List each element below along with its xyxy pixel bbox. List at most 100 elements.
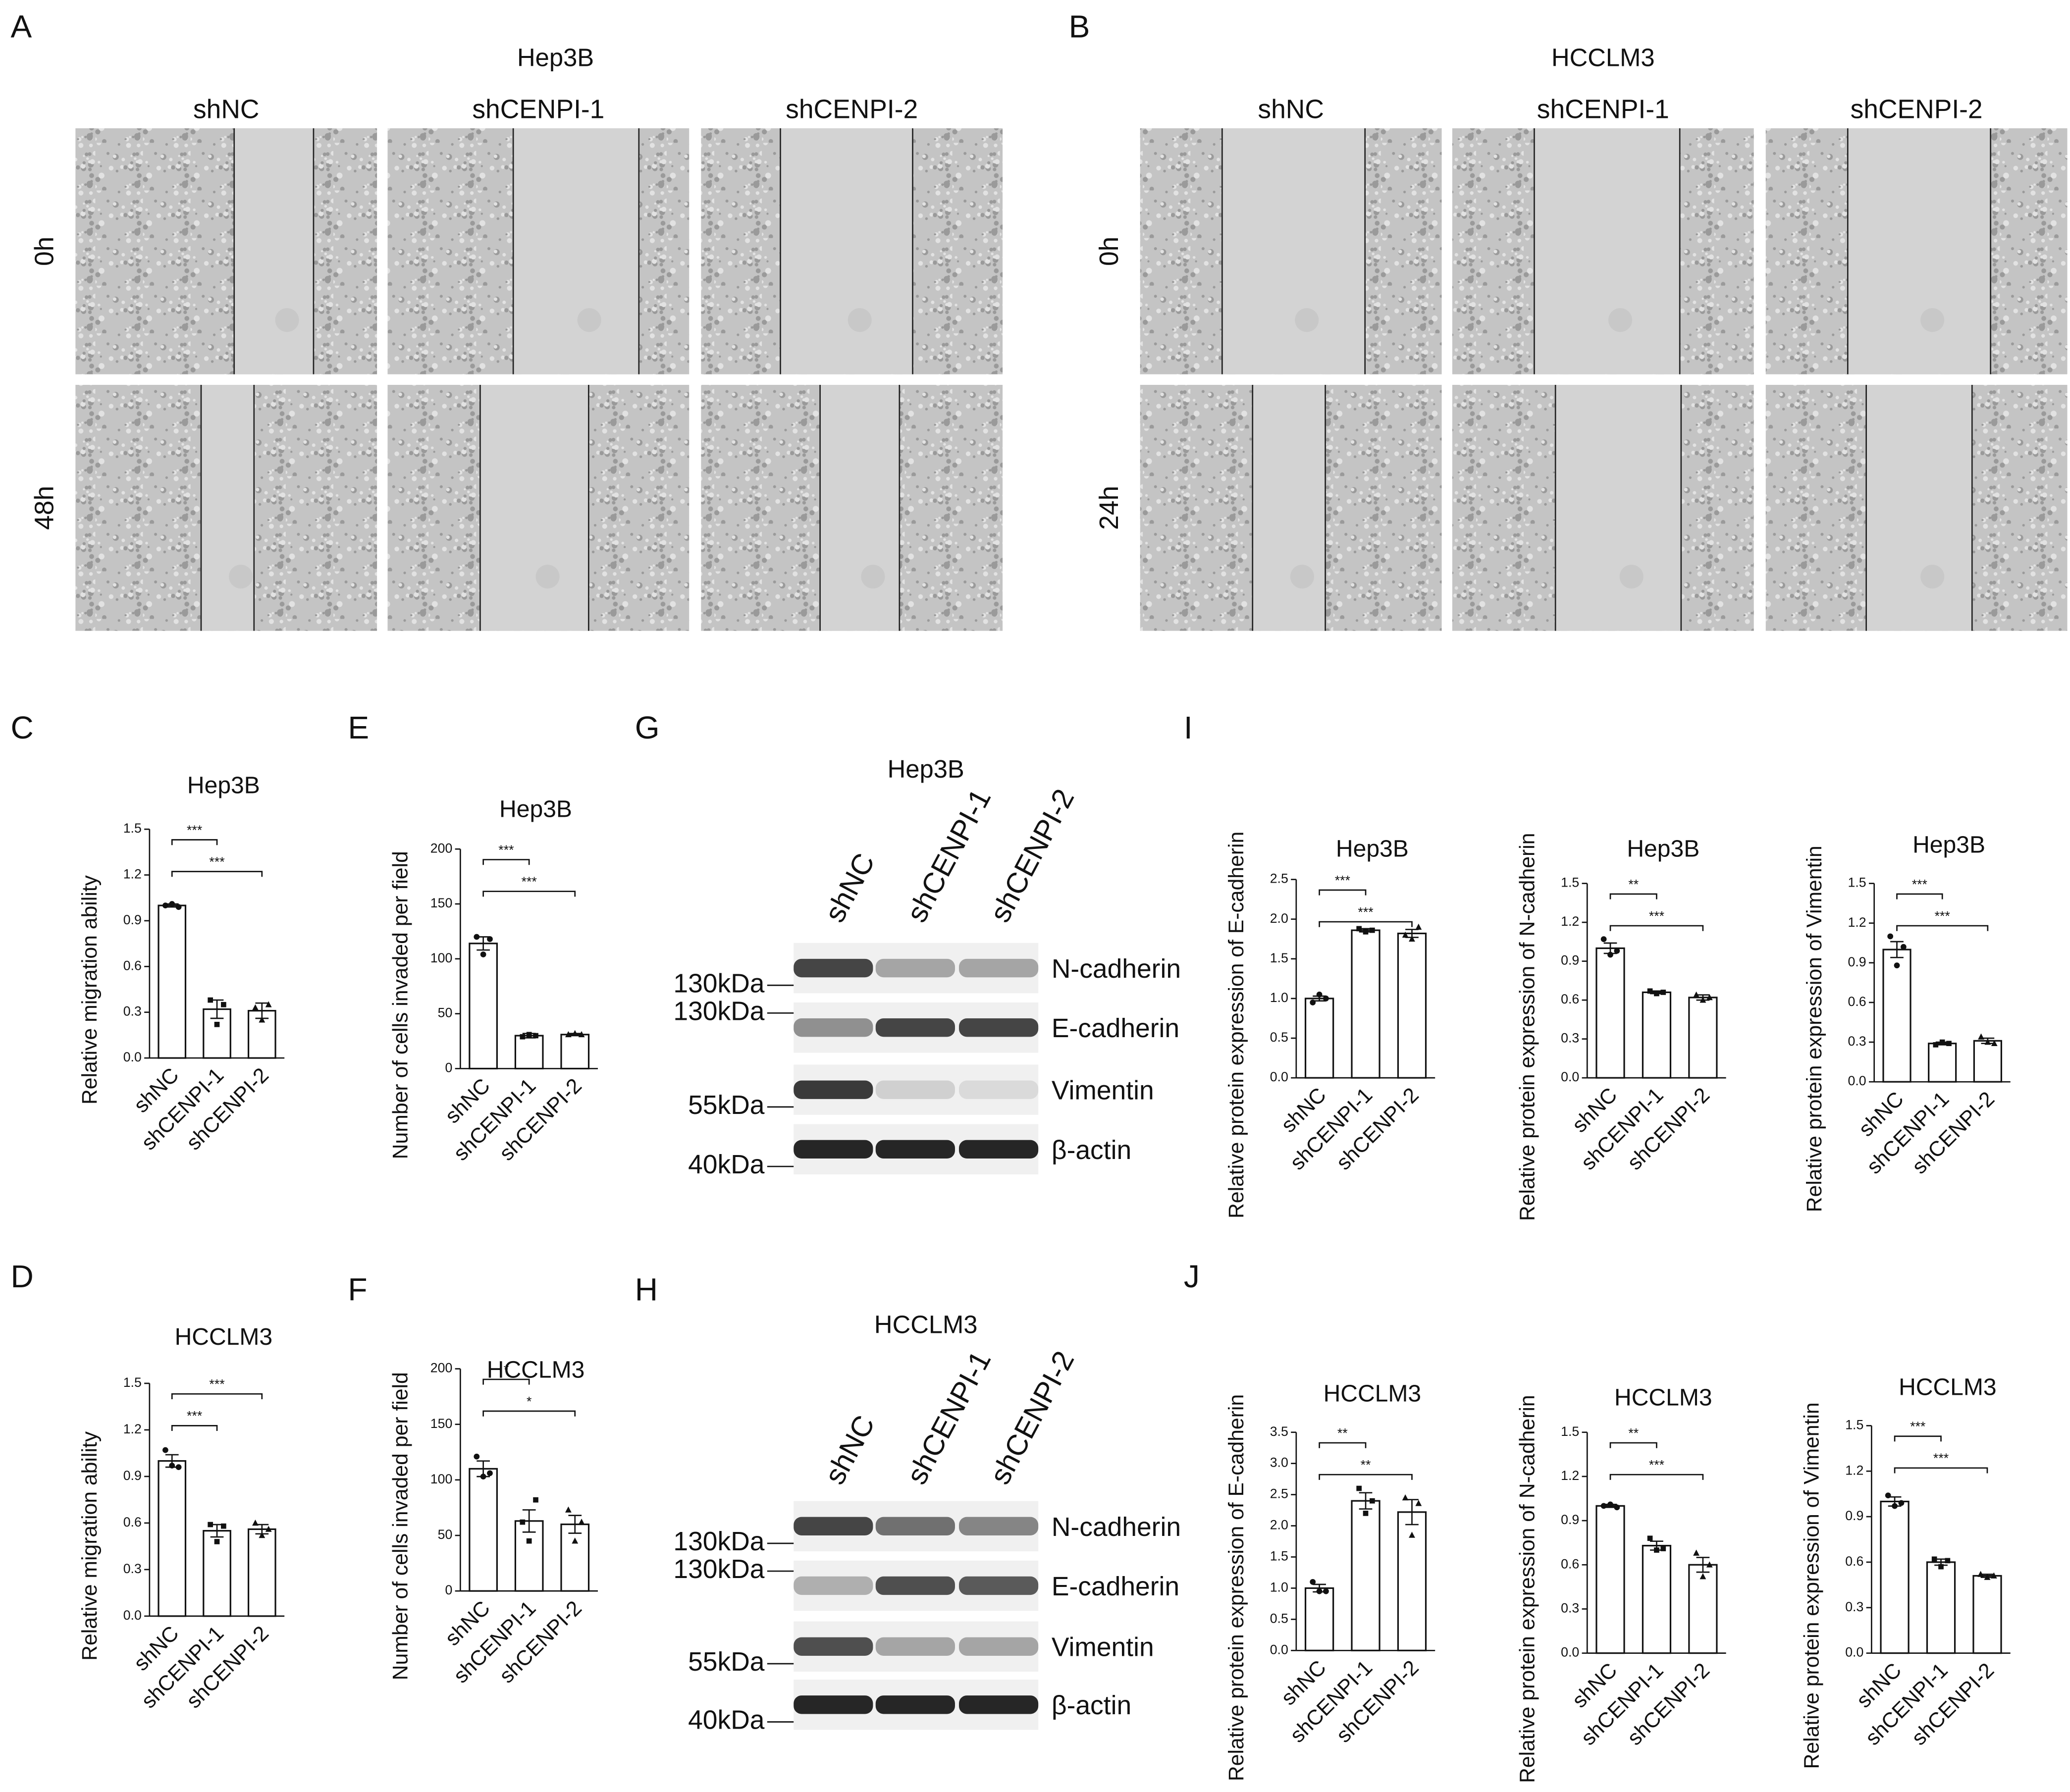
- y-axis-label: Relative migration ability: [78, 1431, 102, 1661]
- data-point: [1887, 933, 1894, 940]
- data-point: [1978, 1033, 1984, 1040]
- y-tick-label: 1.2: [1845, 1463, 1863, 1477]
- error-bar: [1696, 1557, 1710, 1573]
- data-point: [221, 1001, 226, 1007]
- data-point: [1409, 1531, 1415, 1538]
- data-point: [1939, 1039, 1945, 1045]
- chart-title: Hep3B: [1912, 832, 1985, 858]
- data-point: [533, 1497, 538, 1503]
- y-tick-label: 1.5: [1561, 1424, 1579, 1439]
- significance-bracket: [1319, 1442, 1367, 1448]
- significance-bracket: [1894, 1435, 1942, 1442]
- data-point: [474, 934, 480, 940]
- y-tick-label: 1.2: [1848, 915, 1866, 930]
- y-tick-label: 3.0: [1270, 1455, 1288, 1470]
- artifact: [1295, 308, 1319, 332]
- marker-label: 40kDa: [688, 1706, 765, 1735]
- bar: [1397, 932, 1427, 1079]
- significance-bracket: [171, 1425, 218, 1431]
- y-tick-label: 0.6: [123, 958, 142, 973]
- data-point: [1699, 997, 1706, 1003]
- y-tick-label: 0.9: [123, 912, 142, 927]
- significance-bracket: [482, 1378, 530, 1385]
- data-point: [1946, 1041, 1952, 1047]
- significance-bracket: [1319, 921, 1413, 927]
- y-tick-label: 1.2: [123, 1422, 142, 1436]
- blot-band: [794, 1080, 873, 1099]
- significance-bracket: [1609, 893, 1657, 899]
- bar: [1926, 1561, 1956, 1654]
- y-tick-label: 2.5: [1270, 1486, 1288, 1501]
- y-tick-label: 0.3: [1845, 1599, 1863, 1614]
- data-point: [1706, 994, 1713, 1001]
- y-tick-label: 1.2: [1561, 914, 1579, 929]
- y-tick-label: 0.0: [1561, 1645, 1579, 1660]
- significance-label: ***: [187, 823, 202, 838]
- bar: [469, 1468, 498, 1592]
- data-point: [1409, 935, 1415, 942]
- data-point: [169, 901, 175, 907]
- blot-band: [875, 1576, 955, 1595]
- y-axis-label: Relative protein expression of E-cadheri…: [1224, 1394, 1248, 1781]
- bar: [1304, 998, 1334, 1079]
- significance-label: ***: [1933, 1451, 1949, 1466]
- protein-label: β-actin: [1052, 1691, 1131, 1720]
- data-point: [214, 1539, 220, 1544]
- y-tick-label: 0.5: [1270, 1611, 1288, 1626]
- artifact: [275, 308, 299, 332]
- y-tick-label: 0.3: [123, 1561, 142, 1576]
- data-point: [572, 1030, 579, 1036]
- data-point: [175, 904, 182, 910]
- marker-label: 130kDa: [673, 1555, 764, 1584]
- bar: [469, 943, 498, 1070]
- y-tick-label: 0.0: [1845, 1645, 1863, 1660]
- column-label: shCENPI-2: [1851, 95, 1983, 124]
- data-point: [265, 1526, 272, 1532]
- significance-bracket: [482, 1410, 576, 1417]
- significance-bracket: [171, 871, 263, 877]
- y-tick-label: 150: [430, 1416, 453, 1431]
- significance-label: *: [527, 1394, 531, 1409]
- bar: [1928, 1043, 1957, 1083]
- data-point: [487, 1470, 493, 1476]
- significance-bracket: [1894, 1467, 1988, 1474]
- y-tick-label: 2.5: [1270, 871, 1288, 886]
- data-point: [565, 1031, 572, 1038]
- data-point: [565, 1506, 572, 1513]
- bar: [158, 904, 187, 1059]
- data-point: [520, 1519, 526, 1525]
- panel-label: I: [1184, 710, 1193, 745]
- data-point: [1885, 1492, 1891, 1499]
- significance-label: ***: [1649, 908, 1664, 923]
- y-tick-label: 150: [430, 896, 453, 910]
- significance-label: ***: [187, 1409, 202, 1423]
- data-point: [572, 1537, 579, 1544]
- y-tick-label: 0.9: [1561, 953, 1579, 968]
- blot-band: [794, 958, 873, 978]
- data-point: [1660, 1546, 1666, 1551]
- blot-band: [875, 1517, 955, 1535]
- chart-title: Hep3B: [499, 795, 572, 822]
- y-tick-label: 0.0: [1270, 1069, 1288, 1084]
- panel-label: D: [10, 1259, 33, 1294]
- blot-band: [875, 1080, 955, 1099]
- blot-band: [794, 1140, 873, 1159]
- y-tick-label: 0.9: [1845, 1508, 1863, 1523]
- significance-label: ***: [522, 874, 537, 889]
- y-tick-label: 0.6: [123, 1515, 142, 1529]
- bar: [1973, 1040, 2002, 1083]
- significance-label: ***: [1649, 1457, 1664, 1472]
- significance-label: ***: [1358, 904, 1373, 919]
- data-point: [1945, 1558, 1951, 1564]
- data-point: [1706, 1561, 1713, 1568]
- y-tick-label: 1.5: [1270, 1549, 1288, 1564]
- significance-label: ***: [209, 1377, 224, 1392]
- protein-label: Vimentin: [1052, 1076, 1154, 1106]
- chart-title: HCCLM3: [175, 1323, 273, 1350]
- data-point: [1894, 962, 1900, 969]
- bar: [560, 1523, 590, 1592]
- bar: [1595, 1505, 1625, 1654]
- y-tick-label: 100: [430, 950, 453, 965]
- artifact: [535, 565, 560, 589]
